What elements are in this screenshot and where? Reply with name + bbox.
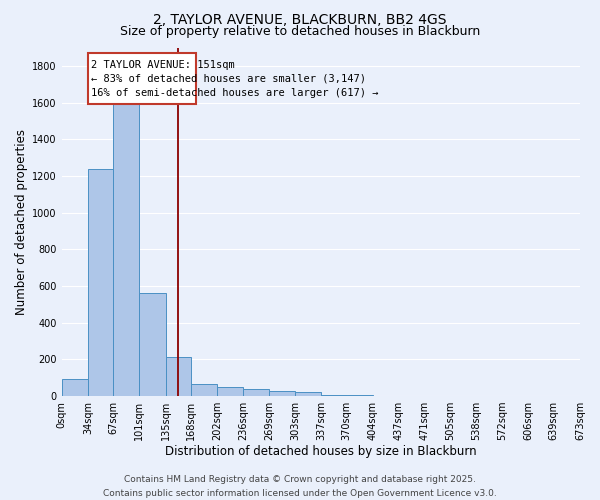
- Bar: [321, 394, 347, 396]
- Bar: [166, 358, 191, 396]
- Bar: [139, 294, 166, 396]
- Text: ← 83% of detached houses are smaller (3,147): ← 83% of detached houses are smaller (3,…: [91, 74, 366, 84]
- Bar: [191, 384, 217, 396]
- Bar: [347, 395, 373, 396]
- Text: Contains HM Land Registry data © Crown copyright and database right 2025.
Contai: Contains HM Land Registry data © Crown c…: [103, 476, 497, 498]
- FancyBboxPatch shape: [88, 53, 196, 104]
- Text: Size of property relative to detached houses in Blackburn: Size of property relative to detached ho…: [120, 25, 480, 38]
- Text: 2 TAYLOR AVENUE: 151sqm: 2 TAYLOR AVENUE: 151sqm: [91, 60, 235, 70]
- Text: 16% of semi-detached houses are larger (617) →: 16% of semi-detached houses are larger (…: [91, 88, 379, 98]
- Text: 2, TAYLOR AVENUE, BLACKBURN, BB2 4GS: 2, TAYLOR AVENUE, BLACKBURN, BB2 4GS: [153, 12, 447, 26]
- Y-axis label: Number of detached properties: Number of detached properties: [15, 128, 28, 314]
- Bar: [269, 391, 295, 396]
- Bar: [88, 170, 113, 396]
- Bar: [295, 392, 321, 396]
- Bar: [244, 388, 269, 396]
- X-axis label: Distribution of detached houses by size in Blackburn: Distribution of detached houses by size …: [165, 444, 476, 458]
- Bar: [113, 97, 139, 396]
- Bar: [217, 387, 244, 396]
- Bar: [62, 379, 88, 396]
